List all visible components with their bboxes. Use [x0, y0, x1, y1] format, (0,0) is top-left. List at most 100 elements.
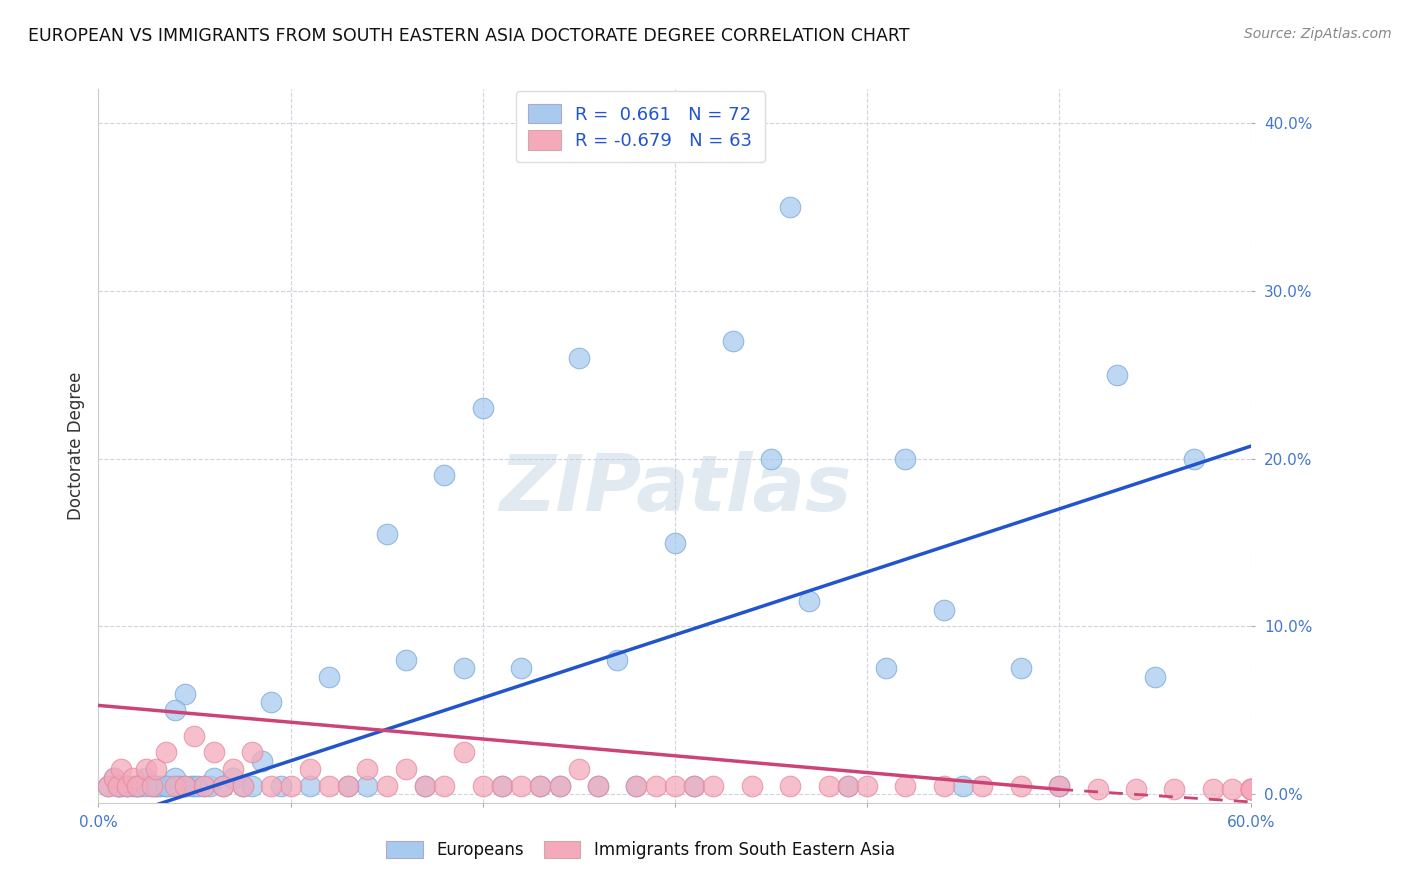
Point: [250, 754, 273, 768]
Point: [231, 779, 254, 793]
Point: [337, 779, 360, 793]
Point: [702, 779, 724, 793]
Point: [759, 451, 782, 466]
Point: [721, 334, 744, 348]
Point: [856, 779, 879, 793]
Point: [548, 779, 571, 793]
Point: [107, 779, 129, 793]
Point: [141, 779, 163, 793]
Point: [568, 351, 591, 365]
Point: [586, 779, 609, 793]
Point: [1144, 670, 1167, 684]
Point: [395, 762, 418, 776]
Point: [129, 779, 152, 793]
Point: [779, 779, 801, 793]
Point: [318, 779, 340, 793]
Point: [117, 779, 138, 793]
Point: [375, 779, 398, 793]
Point: [568, 762, 591, 776]
Point: [529, 779, 551, 793]
Point: [107, 779, 129, 793]
Point: [1105, 368, 1128, 382]
Point: [125, 779, 148, 793]
Point: [280, 779, 302, 793]
Point: [110, 762, 132, 776]
Point: [240, 779, 263, 793]
Point: [741, 779, 763, 793]
Point: [1087, 782, 1109, 797]
Point: [198, 779, 221, 793]
Point: [779, 200, 801, 214]
Point: [135, 771, 157, 785]
Point: [149, 779, 172, 793]
Point: [510, 779, 533, 793]
Point: [586, 779, 609, 793]
Point: [932, 779, 955, 793]
Point: [240, 746, 263, 760]
Point: [952, 779, 974, 793]
Point: [103, 771, 125, 785]
Point: [183, 729, 205, 743]
Point: [231, 779, 254, 793]
Point: [664, 535, 686, 549]
Point: [413, 779, 436, 793]
Point: [1010, 661, 1032, 675]
Text: ZIPatlas: ZIPatlas: [499, 450, 851, 527]
Point: [160, 779, 183, 793]
Point: [174, 687, 197, 701]
Point: [471, 401, 494, 416]
Point: [135, 779, 157, 793]
Point: [1163, 782, 1185, 797]
Point: [395, 653, 418, 667]
Point: [433, 779, 456, 793]
Point: [260, 695, 283, 709]
Point: [375, 527, 398, 541]
Point: [664, 779, 686, 793]
Point: [606, 653, 628, 667]
Point: [165, 771, 187, 785]
Point: [97, 779, 120, 793]
Point: [165, 703, 187, 717]
Point: [165, 779, 187, 793]
Point: [875, 661, 897, 675]
Point: [548, 779, 571, 793]
Point: [932, 603, 955, 617]
Point: [644, 779, 666, 793]
Point: [1202, 782, 1225, 797]
Point: [433, 468, 456, 483]
Point: [1182, 451, 1205, 466]
Point: [1125, 782, 1147, 797]
Point: [167, 779, 190, 793]
Point: [817, 779, 839, 793]
Point: [298, 779, 321, 793]
Point: [683, 779, 706, 793]
Point: [107, 779, 129, 793]
Point: [155, 746, 177, 760]
Point: [155, 779, 177, 793]
Point: [318, 670, 340, 684]
Text: Source: ZipAtlas.com: Source: ZipAtlas.com: [1244, 27, 1392, 41]
Point: [117, 779, 138, 793]
Point: [155, 779, 177, 793]
Point: [894, 451, 917, 466]
Point: [337, 779, 360, 793]
Point: [110, 779, 132, 793]
Point: [222, 762, 245, 776]
Point: [222, 771, 245, 785]
Point: [356, 779, 378, 793]
Point: [97, 779, 120, 793]
Point: [356, 762, 378, 776]
Legend: Europeans, Immigrants from South Eastern Asia: Europeans, Immigrants from South Eastern…: [380, 834, 901, 866]
Point: [1240, 782, 1263, 797]
Point: [626, 779, 648, 793]
Point: [270, 779, 292, 793]
Point: [413, 779, 436, 793]
Point: [626, 779, 648, 793]
Point: [683, 779, 706, 793]
Point: [1047, 779, 1070, 793]
Point: [145, 779, 167, 793]
Point: [837, 779, 859, 793]
Point: [202, 771, 225, 785]
Point: [103, 771, 125, 785]
Point: [202, 746, 225, 760]
